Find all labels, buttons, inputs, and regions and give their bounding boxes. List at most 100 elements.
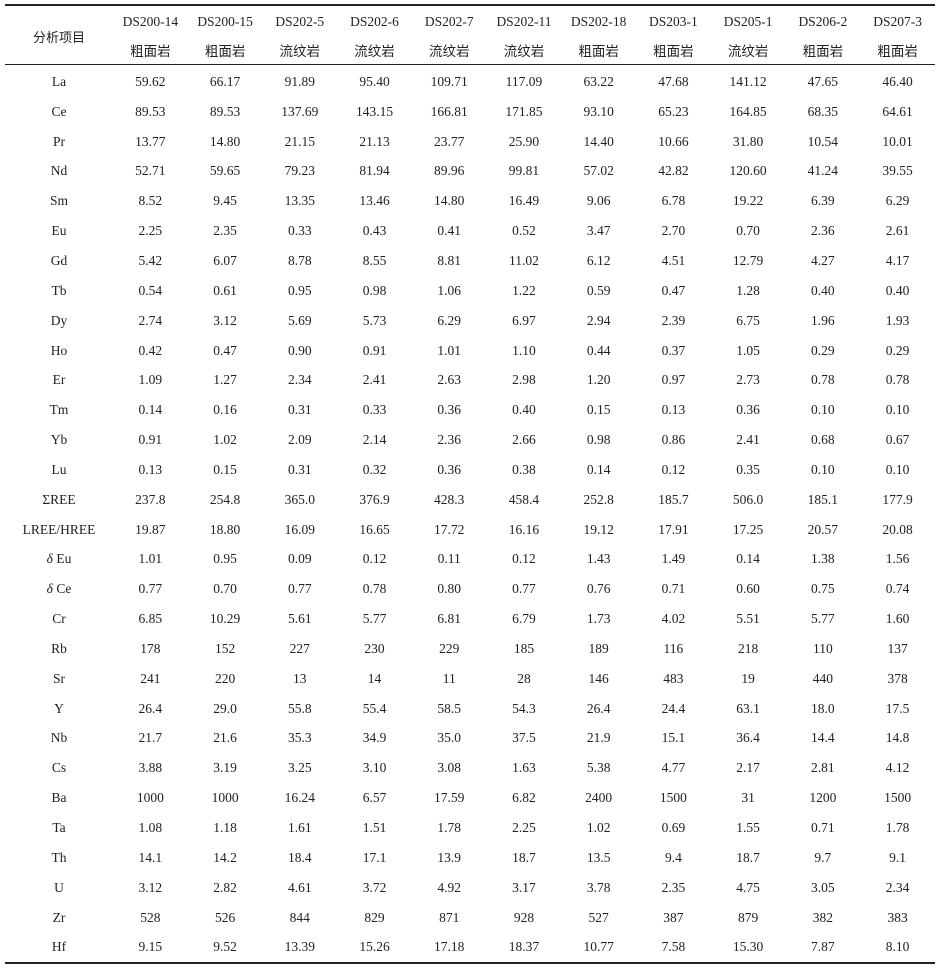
table-cell: 0.10 (885, 402, 910, 418)
table-cell: 0.29 (885, 342, 910, 358)
row-label: Y (54, 700, 64, 716)
table-cell: 20.08 (882, 521, 913, 537)
table-cell: 99.81 (508, 163, 540, 179)
row-label: LREE/HREE (22, 521, 96, 537)
table-cell: 6.29 (885, 193, 910, 209)
table-cell: 2.14 (362, 432, 387, 448)
table-cell: 89.53 (135, 103, 166, 119)
table-cell: 1.51 (362, 820, 387, 836)
table-row: Sr 241 220 13 14 11 28 146 483 19 440 378 (5, 664, 935, 694)
table-cell: 18.0 (811, 700, 835, 716)
table-cell: 229 (439, 640, 460, 656)
table-cell: 2.35 (213, 223, 237, 239)
table-cell: 528 (140, 909, 161, 925)
rock-type-header: 粗面岩 (561, 36, 637, 65)
row-label: Ta (52, 820, 66, 836)
table-cell: 1.01 (437, 342, 462, 358)
table-cell: 9.15 (113, 932, 188, 965)
table-cell: 10.77 (561, 932, 637, 965)
table-cell: 1000 (136, 790, 164, 806)
table-cell: 1.08 (138, 820, 163, 836)
table-cell: 2.98 (512, 372, 536, 388)
table-cell: 20.57 (807, 521, 839, 537)
table-cell: 95.40 (359, 73, 390, 89)
table-cell: 11 (442, 670, 456, 686)
table-cell: 116 (663, 640, 684, 656)
table-cell: 9.45 (213, 193, 237, 209)
table-cell: 376.9 (359, 491, 390, 507)
table-cell: 6.85 (138, 611, 163, 627)
table-cell: 0.44 (586, 342, 611, 358)
table-cell: 0.11 (437, 551, 461, 567)
table-cell: 6.81 (437, 611, 462, 627)
table-cell: 58.5 (437, 700, 462, 716)
table-cell: 2.61 (885, 223, 910, 239)
row-label: Nb (50, 730, 68, 746)
table-cell: 0.16 (213, 402, 237, 418)
table-cell: 15.26 (337, 932, 412, 965)
table-cell: 14.80 (434, 193, 465, 209)
table-cell: 0.13 (138, 461, 163, 477)
table-cell: 387 (663, 909, 684, 925)
row-label: Th (51, 849, 67, 865)
table-cell: 16.16 (508, 521, 540, 537)
table-cell: 6.75 (736, 312, 760, 328)
table-cell: 25.90 (508, 133, 540, 149)
table-row: Y 26.4 29.0 55.8 55.4 58.5 54.3 26.4 24.4 63.1 18.… (5, 694, 935, 724)
table-row: Eu 2.25 2.35 0.33 0.43 0.41 0.52 3.47 2.70 0.70 2.… (5, 216, 935, 246)
table-cell: 0.38 (512, 461, 536, 477)
table-cell: 65.23 (658, 103, 689, 119)
table-cell: 3.08 (437, 760, 462, 776)
table-cell: 0.09 (287, 551, 312, 567)
table-cell: 0.47 (661, 282, 686, 298)
table-cell: 1000 (211, 790, 239, 806)
row-label: Yb (50, 432, 68, 448)
table-cell: 2.70 (661, 223, 686, 239)
table-row: Gd 5.42 6.07 8.78 8.55 8.81 11.02 6.12 4.51 12.79… (5, 246, 935, 276)
table-cell: 17.18 (411, 932, 487, 965)
table-cell: 13.35 (284, 193, 315, 209)
table-cell: 11.02 (509, 252, 539, 268)
table-cell: 166.81 (430, 103, 468, 119)
table-cell: 15.1 (661, 730, 686, 746)
table-cell: 19.87 (135, 521, 166, 537)
table-cell: 185.7 (658, 491, 689, 507)
table-cell: 1.73 (586, 611, 611, 627)
table-cell: 829 (364, 909, 385, 925)
sample-id-header: DS200-14 (113, 4, 188, 36)
table-cell: 0.42 (138, 342, 163, 358)
table-cell: 5.61 (287, 611, 312, 627)
table-cell: 0.31 (287, 461, 312, 477)
table-cell: 1.63 (512, 760, 536, 776)
table-cell: 3.17 (512, 879, 536, 895)
table-cell: 0.52 (512, 223, 536, 239)
table-cell: 8.78 (287, 252, 312, 268)
row-label: Lu (51, 461, 67, 477)
table-cell: 34.9 (362, 730, 387, 746)
table-cell: 1.10 (512, 342, 536, 358)
table-cell: 4.92 (437, 879, 462, 895)
sample-id-header: DS206-2 (785, 4, 861, 36)
table-cell: 2.36 (437, 432, 462, 448)
table-cell: 21.13 (359, 133, 390, 149)
table-row: Lu 0.13 0.15 0.31 0.32 0.36 0.38 0.14 0.12 0.35 0.… (5, 455, 935, 485)
table-cell: 46.40 (882, 73, 913, 89)
table-cell: 5.51 (736, 611, 760, 627)
table-cell: 0.77 (512, 581, 536, 597)
row-label: Nd (50, 163, 68, 179)
table-cell: 428.3 (434, 491, 465, 507)
row-label: Zr (52, 909, 66, 925)
table-cell: 0.71 (661, 581, 686, 597)
row-label: Eu (51, 223, 67, 239)
table-cell: 63.22 (583, 73, 614, 89)
table-cell: 0.91 (138, 432, 163, 448)
table-cell: 146 (588, 670, 609, 686)
table-cell: 18.37 (486, 932, 562, 965)
table-cell: 178 (140, 640, 161, 656)
rock-type-header: 流纹岩 (486, 36, 562, 65)
table-cell: 8.81 (437, 252, 462, 268)
table-cell: 55.8 (287, 700, 312, 716)
table-row: Dy 2.74 3.12 5.69 5.73 6.29 6.97 2.94 2.39 6.75 1.… (5, 306, 935, 336)
table-cell: 0.70 (213, 581, 237, 597)
table-cell: 0.15 (213, 461, 237, 477)
